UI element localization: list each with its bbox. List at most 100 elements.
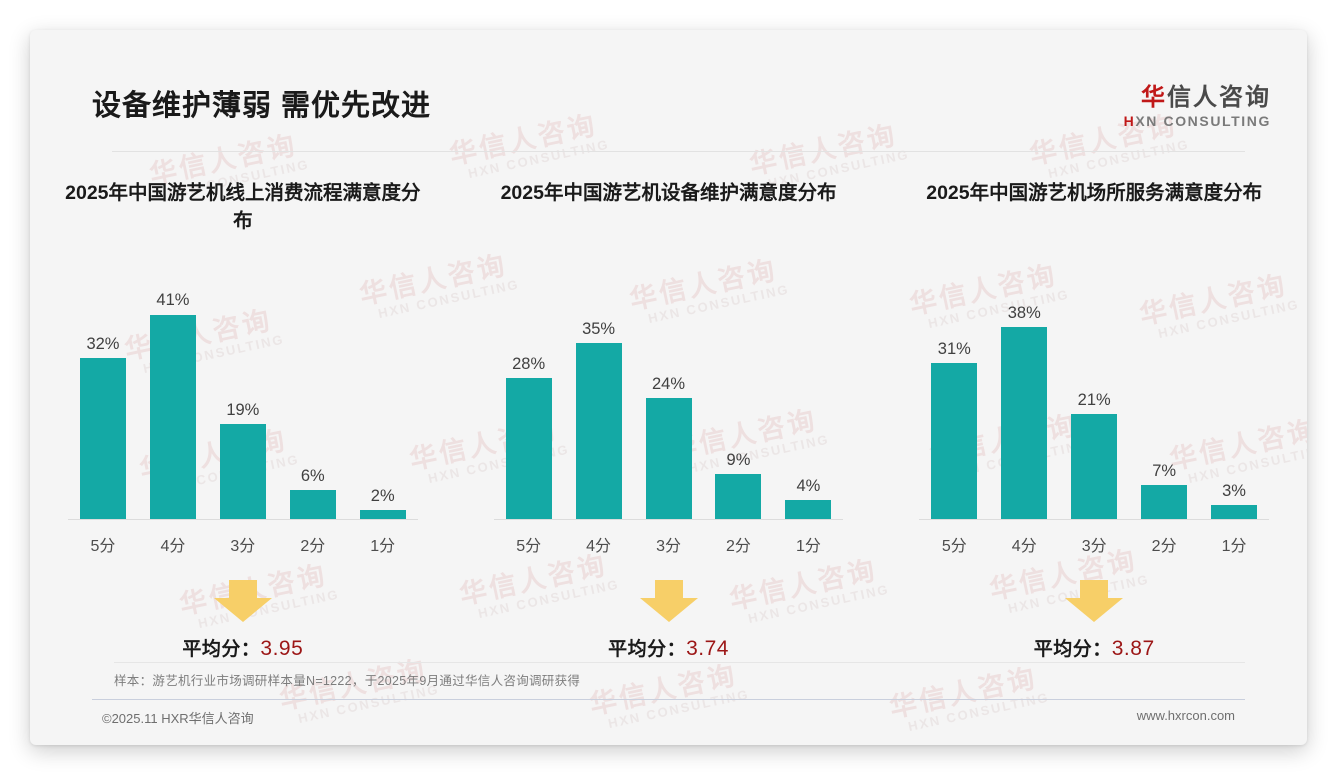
- bar-slot: 9%: [703, 292, 773, 520]
- bar-slot: 31%: [919, 292, 989, 520]
- slide-card: 华信人咨询 HXN CONSULTING 华信人咨询 HXN CONSULTING 华信…: [30, 30, 1307, 745]
- bar[interactable]: [785, 500, 832, 520]
- bar-slot: 2%: [348, 292, 418, 520]
- bar[interactable]: [645, 398, 692, 520]
- x-axis-labels: 5分 4分 3分 2分 1分: [68, 532, 418, 556]
- down-arrow-icon: [638, 578, 700, 629]
- x-axis-tick-label: 5分: [516, 538, 542, 555]
- x-axis-tick-label: 2分: [300, 538, 326, 555]
- average-score-text: 平均分：3.87: [895, 634, 1293, 661]
- chart-title: 2025年中国游艺机线上消费流程满意度分布: [65, 182, 421, 232]
- bar-value-label: 7%: [1152, 461, 1177, 480]
- x-axis-tick-label: 1分: [370, 538, 396, 555]
- average-score-value: 3.74: [686, 637, 729, 660]
- bar-value-label: 24%: [652, 374, 686, 393]
- bar-group: 32% 41% 19% 6% 2%: [68, 292, 418, 520]
- average-score-label: 平均分：: [1033, 639, 1112, 660]
- average-score-label: 平均分：: [608, 639, 687, 660]
- down-arrow-icon: [212, 578, 274, 629]
- bar-value-label: 31%: [937, 339, 971, 358]
- bar[interactable]: [575, 343, 622, 520]
- logo-english-text: HXN CONSULTING: [1124, 113, 1271, 129]
- bar-value-label: 28%: [512, 354, 546, 373]
- bar-slot: 3%: [1199, 292, 1269, 520]
- x-axis-tick-label: 2分: [726, 538, 751, 555]
- bar[interactable]: [79, 358, 126, 520]
- bar-slot: 7%: [1129, 292, 1199, 520]
- x-axis-tick-label: 1分: [795, 538, 821, 555]
- bar[interactable]: [1001, 327, 1048, 520]
- slide-header: 设备维护薄弱 需优先改进 华信人咨询 HXN CONSULTING: [30, 30, 1307, 129]
- bar-value-label: 6%: [300, 466, 325, 485]
- bar-slot: 38%: [989, 292, 1059, 520]
- bar-slot: 19%: [208, 292, 278, 520]
- bar-chart-plot: 31% 38% 21% 7% 3% 5分 4分 3分 2分 1分: [919, 252, 1270, 572]
- header-divider: [112, 151, 1245, 152]
- average-score-text: 平均分：3.74: [470, 634, 868, 661]
- bar[interactable]: [359, 510, 406, 520]
- x-axis-line: [919, 519, 1270, 520]
- x-axis-tick-label: 5分: [941, 538, 967, 555]
- chart-panel-1: 2025年中国游艺机线上消费流程满意度分布 32% 41% 19% 6% 2% 5分 4分 3分…: [30, 180, 456, 680]
- x-axis-tick-label: 3分: [656, 538, 681, 555]
- chart-title: 2025年中国游艺机场所服务满意度分布: [926, 182, 1263, 204]
- average-score-label: 平均分：: [182, 639, 261, 660]
- bar-value-label: 19%: [226, 400, 260, 419]
- logo-h-character: H: [1123, 113, 1136, 130]
- sample-note: 样本：游艺机行业市场调研样本量N=1222，于2025年9月通过华信人咨询调研获…: [114, 674, 581, 688]
- bar-slot: 24%: [634, 292, 704, 520]
- x-axis-tick-label: 1分: [1221, 538, 1247, 555]
- average-score-text: 平均分：3.95: [44, 634, 442, 661]
- bar[interactable]: [1211, 505, 1258, 520]
- page-title: 设备维护薄弱 需优先改进: [92, 90, 432, 122]
- logo-english-rest: XN CONSULTING: [1135, 113, 1271, 130]
- chart-title: 2025年中国游艺机设备维护满意度分布: [500, 182, 837, 204]
- bar-value-label: 41%: [156, 291, 190, 309]
- bar-value-label: 38%: [1007, 303, 1041, 322]
- x-axis-tick-label: 3分: [230, 538, 256, 555]
- chart-panel-2: 2025年中国游艺机设备维护满意度分布 28% 35% 24% 9% 4% 5分 4分 3分 2分…: [456, 180, 882, 680]
- x-axis-labels: 5分 4分 3分 2分 1分: [919, 532, 1269, 556]
- x-axis-line: [493, 519, 844, 520]
- charts-row: 2025年中国游艺机线上消费流程满意度分布 32% 41% 19% 6% 2% 5分 4分 3分…: [30, 180, 1307, 680]
- bar-slot: 32%: [68, 292, 138, 520]
- bar[interactable]: [289, 490, 336, 520]
- bar[interactable]: [149, 314, 196, 520]
- average-score-value: 3.87: [1111, 637, 1155, 660]
- bar-slot: 4%: [773, 292, 843, 520]
- bar-value-label: 9%: [726, 450, 751, 469]
- logo-chinese-rest: 信人咨询: [1167, 84, 1271, 111]
- logo-hua-character: 华: [1141, 84, 1167, 111]
- x-axis-tick-label: 4分: [1011, 538, 1037, 555]
- bar-group: 28% 35% 24% 9% 4%: [494, 292, 844, 520]
- bar-chart-plot: 32% 41% 19% 6% 2% 5分 4分 3分 2分 1分: [68, 252, 418, 572]
- logo-chinese-text: 华信人咨询: [1124, 84, 1271, 111]
- average-score-block: 平均分：3.87: [895, 576, 1293, 672]
- bar-value-label: 4%: [796, 476, 821, 495]
- company-logo: 华信人咨询 HXN CONSULTING: [1124, 84, 1271, 129]
- bar-slot: 21%: [1059, 292, 1129, 520]
- x-axis-tick-label: 4分: [160, 538, 186, 555]
- bar-slot: 35%: [564, 292, 634, 520]
- average-score-block: 平均分：3.95: [44, 576, 442, 672]
- bar[interactable]: [1071, 414, 1118, 520]
- bar-value-label: 21%: [1077, 390, 1111, 409]
- bar[interactable]: [715, 474, 762, 520]
- x-axis-tick-label: 3分: [1081, 538, 1107, 555]
- footer-website[interactable]: www.hxrcon.com: [1136, 708, 1235, 723]
- bar[interactable]: [931, 363, 978, 520]
- slide-footer: ©2025.11 HXR华信人咨询 www.hxrcon.com: [30, 708, 1307, 727]
- bar[interactable]: [505, 378, 552, 520]
- bar-group: 31% 38% 21% 7% 3%: [919, 292, 1269, 520]
- bar-slot: 28%: [494, 292, 564, 520]
- bar-value-label: 32%: [86, 334, 120, 353]
- bar[interactable]: [1141, 485, 1188, 520]
- bar-slot: 6%: [278, 292, 348, 520]
- bar-value-label: 35%: [582, 319, 616, 338]
- bar-chart-plot: 28% 35% 24% 9% 4% 5分 4分 3分 2分 1分: [493, 252, 844, 572]
- x-axis-tick-label: 4分: [586, 538, 612, 555]
- bar[interactable]: [219, 424, 266, 520]
- bar-value-label: 2%: [370, 486, 395, 505]
- down-arrow-icon: [1063, 578, 1125, 629]
- x-axis-tick-label: 2分: [1151, 538, 1177, 555]
